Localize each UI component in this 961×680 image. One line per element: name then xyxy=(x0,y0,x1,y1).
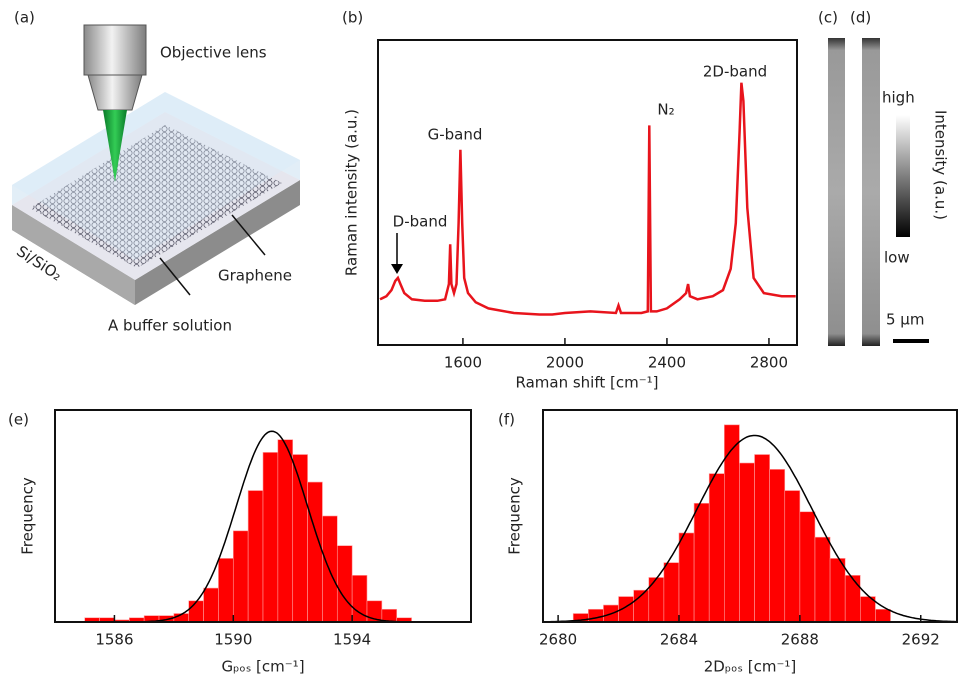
x-tick-label: 2684 xyxy=(660,631,698,649)
panel-a: (a) Objective lens Si/SiO₂ Graphene A bu… xyxy=(12,9,300,335)
histogram-bar xyxy=(678,532,695,623)
x-tick-label: 1586 xyxy=(95,631,133,649)
colorbar-low: low xyxy=(884,249,910,267)
x-tick-label: 2400 xyxy=(648,354,686,372)
histogram-bar xyxy=(262,452,279,623)
histogram-bar xyxy=(663,562,680,623)
label: Objective lens xyxy=(160,44,267,62)
x-axis-label: Raman shift [cm⁻¹] xyxy=(515,374,658,392)
histogram-bar xyxy=(814,536,831,623)
peak-label: D-band xyxy=(393,213,448,231)
panel-label: (e) xyxy=(8,411,29,429)
peak-label: N₂ xyxy=(657,101,674,119)
histogram-bar xyxy=(829,558,846,623)
histogram-bar xyxy=(875,608,891,623)
substrate-left xyxy=(12,205,135,305)
histogram-bar xyxy=(693,502,710,623)
histogram-bar xyxy=(232,530,249,623)
histogram-bar xyxy=(784,490,801,623)
histogram-bar xyxy=(724,424,740,623)
scale-bar-label: 5 µm xyxy=(886,311,924,329)
leader-line xyxy=(159,257,191,296)
x-tick-label: 2688 xyxy=(781,631,819,649)
x-tick-label: 2000 xyxy=(546,354,584,372)
histogram-bar xyxy=(203,587,219,623)
histogram-bar xyxy=(844,575,861,623)
y-axis-label: Frequency xyxy=(506,477,524,555)
x-axis-label: 2Dₚₒₛ [cm⁻¹] xyxy=(704,658,797,676)
colorbar xyxy=(896,115,910,237)
peak-label: 2D-band xyxy=(703,63,767,81)
graphene-lattice xyxy=(30,125,282,268)
panel-label: (d) xyxy=(850,9,871,27)
histogram-bar xyxy=(292,454,308,623)
panel-label: (a) xyxy=(14,9,35,27)
panel-label: (f) xyxy=(498,411,515,429)
x-tick-label: 1600 xyxy=(444,354,482,372)
histogram-bar xyxy=(307,481,323,623)
arrow-head xyxy=(391,264,403,274)
histogram-bar xyxy=(188,600,204,623)
objective-body xyxy=(83,24,147,76)
gaussian-fit xyxy=(543,434,957,623)
label: A buffer solution xyxy=(108,317,232,335)
histogram-bar xyxy=(277,439,294,623)
spectrum-line xyxy=(379,82,796,316)
raman-map xyxy=(828,38,845,346)
raman-map xyxy=(862,38,880,346)
laser-beam xyxy=(103,110,127,182)
solution-layer xyxy=(12,92,300,205)
histogram-bar xyxy=(799,511,816,623)
x-axis-label: Gₚₒₛ [cm⁻¹] xyxy=(221,658,304,676)
colorbar-label: Intensity (a.u.) xyxy=(932,110,950,220)
colorbar-high: high xyxy=(882,89,915,107)
histogram-bar xyxy=(247,490,264,623)
x-tick-label: 2680 xyxy=(539,631,577,649)
y-axis-label: Frequency xyxy=(19,477,37,555)
histogram-bar xyxy=(336,545,353,623)
x-tick-label: 1590 xyxy=(214,631,252,649)
solution-top xyxy=(12,92,300,260)
plot-frame xyxy=(54,409,472,623)
label: Graphene xyxy=(218,267,292,285)
histogram-bar xyxy=(218,558,234,623)
histogram-bar xyxy=(754,454,770,623)
x-tick-label: 2800 xyxy=(750,354,788,372)
leader-line xyxy=(231,214,266,256)
plot-frame xyxy=(377,39,798,346)
histogram-bar xyxy=(588,608,604,623)
histogram-bar xyxy=(708,473,725,623)
histogram-bar xyxy=(739,462,755,623)
panel-cd: (c) (d) high low Intensity (a.u.) 5 µm xyxy=(818,9,950,346)
x-tick-label: 1594 xyxy=(333,631,371,649)
plot-frame xyxy=(542,409,958,623)
panel-label: (b) xyxy=(342,9,363,27)
y-axis-label: Raman intensity (a.u.) xyxy=(343,109,361,276)
objective-tip xyxy=(87,74,143,111)
histogram-bar xyxy=(769,469,786,623)
x-tick-label: 2692 xyxy=(902,631,940,649)
peak-label: G-band xyxy=(428,126,483,144)
panel-label: (c) xyxy=(818,9,838,27)
histogram-bar xyxy=(322,515,338,623)
